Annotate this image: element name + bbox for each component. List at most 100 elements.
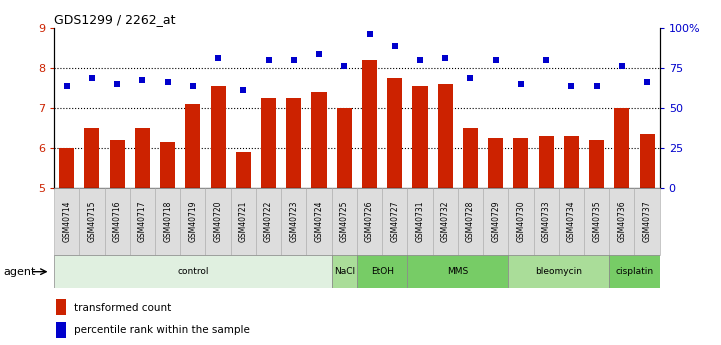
Text: GSM40719: GSM40719 (188, 201, 198, 243)
Text: GSM40717: GSM40717 (138, 201, 147, 243)
Text: EtOH: EtOH (371, 267, 394, 276)
Bar (59, 148, 74, 188)
Bar (105, 188, 130, 255)
Text: GSM40732: GSM40732 (441, 201, 450, 243)
Bar (387, 78, 402, 188)
Bar (463, 128, 478, 188)
Text: GSM40729: GSM40729 (491, 201, 500, 243)
Bar (236, 152, 251, 188)
Bar (564, 136, 579, 188)
Text: GSM40715: GSM40715 (87, 201, 97, 243)
Bar (332, 188, 357, 255)
Point (86, 75, 97, 80)
Text: GSM40722: GSM40722 (264, 201, 273, 242)
Point (237, 87, 249, 92)
Bar (614, 108, 629, 188)
Text: control: control (177, 267, 208, 276)
Bar (640, 134, 655, 188)
Bar (185, 104, 200, 188)
Text: GSM40720: GSM40720 (213, 201, 223, 243)
Bar (110, 140, 125, 188)
Bar (56, 299, 66, 315)
Bar (337, 108, 352, 188)
Bar (488, 138, 503, 188)
Bar (256, 188, 281, 255)
Bar (407, 188, 433, 255)
Bar (281, 188, 306, 255)
Text: GSM40731: GSM40731 (415, 201, 425, 243)
Bar (286, 98, 301, 188)
Bar (534, 188, 559, 255)
Bar (130, 188, 155, 255)
Text: agent: agent (4, 267, 36, 277)
Bar (56, 322, 66, 337)
Point (464, 75, 476, 80)
Bar (306, 188, 332, 255)
Text: GSM40718: GSM40718 (163, 201, 172, 242)
Point (212, 55, 224, 60)
Text: GSM40727: GSM40727 (390, 201, 399, 243)
Text: GSM40726: GSM40726 (365, 201, 374, 243)
Point (262, 57, 274, 62)
Point (187, 83, 198, 89)
Bar (205, 188, 231, 255)
Text: GSM40716: GSM40716 (112, 201, 122, 243)
Bar (412, 86, 428, 188)
Text: GDS1299 / 2262_at: GDS1299 / 2262_at (54, 13, 176, 27)
Point (565, 83, 577, 89)
Text: GSM40733: GSM40733 (541, 201, 551, 243)
Bar (54, 255, 332, 288)
Point (414, 57, 425, 62)
Bar (332, 255, 357, 288)
Bar (382, 188, 407, 255)
Bar (513, 138, 528, 188)
Bar (54, 188, 79, 255)
Text: cisplatin: cisplatin (616, 267, 653, 276)
Text: GSM40730: GSM40730 (516, 201, 526, 243)
Bar (589, 140, 604, 188)
Point (616, 63, 627, 68)
Bar (362, 60, 377, 188)
Point (313, 51, 324, 57)
Text: percentile rank within the sample: percentile rank within the sample (74, 325, 249, 335)
Bar (609, 188, 634, 255)
Bar (559, 188, 584, 255)
Bar (79, 188, 105, 255)
Point (288, 57, 299, 62)
Point (389, 43, 400, 48)
Point (111, 81, 123, 87)
Bar (634, 188, 660, 255)
Text: GSM40724: GSM40724 (314, 201, 324, 243)
Bar (508, 255, 609, 288)
Point (439, 55, 451, 60)
Bar (160, 142, 175, 188)
Bar (433, 188, 458, 255)
Text: GSM40725: GSM40725 (340, 201, 349, 243)
Bar (211, 86, 226, 188)
Point (338, 63, 350, 68)
Bar (135, 128, 150, 188)
Text: GSM40728: GSM40728 (466, 201, 475, 242)
Bar (357, 188, 382, 255)
Bar (584, 188, 609, 255)
Bar (438, 84, 453, 188)
Bar (539, 136, 554, 188)
Text: MMS: MMS (447, 267, 469, 276)
Point (641, 79, 653, 85)
Text: GSM40737: GSM40737 (642, 201, 652, 243)
Text: GSM40714: GSM40714 (62, 201, 71, 243)
Text: transformed count: transformed count (74, 303, 171, 313)
Point (363, 31, 375, 36)
Point (162, 79, 173, 85)
Bar (458, 188, 483, 255)
Text: GSM40734: GSM40734 (567, 201, 576, 243)
Bar (84, 128, 99, 188)
Text: NaCl: NaCl (334, 267, 355, 276)
Text: GSM40736: GSM40736 (617, 201, 627, 243)
Text: GSM40721: GSM40721 (239, 201, 248, 242)
Point (540, 57, 552, 62)
Bar (155, 188, 180, 255)
Text: GSM40723: GSM40723 (289, 201, 298, 243)
Bar (483, 188, 508, 255)
Point (61, 83, 72, 89)
